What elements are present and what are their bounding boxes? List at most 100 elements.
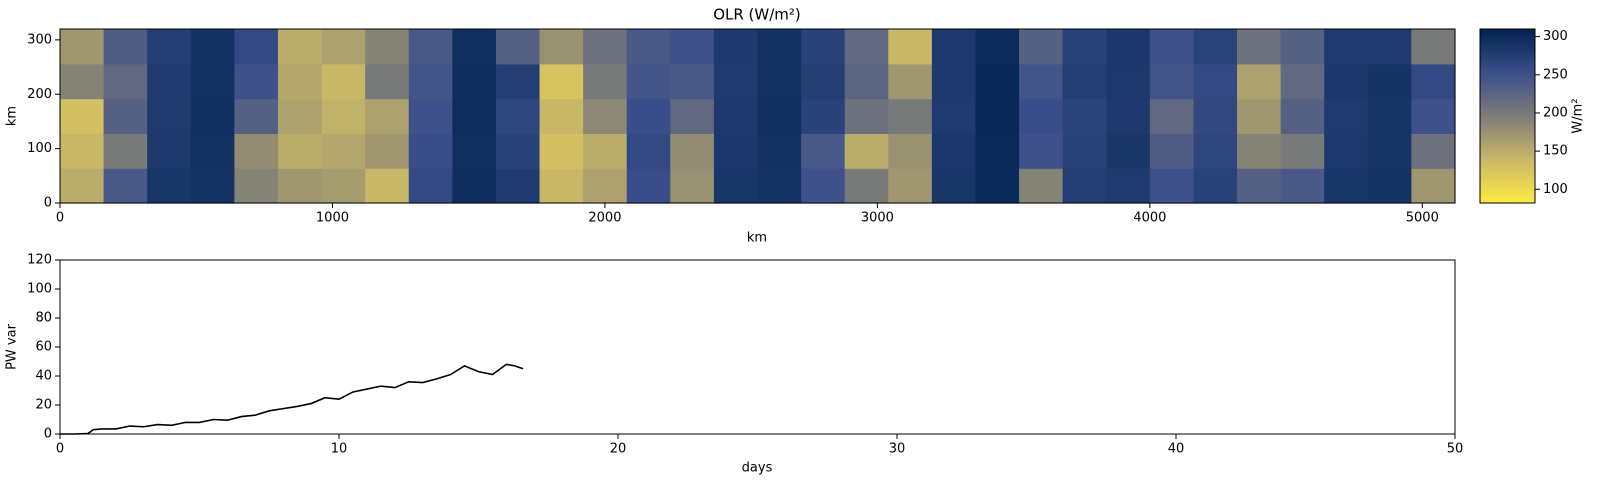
heatmap-cell	[1324, 168, 1369, 204]
heatmap-cell	[1237, 168, 1282, 204]
heatmap-cell	[1149, 63, 1195, 100]
x-tick-label: 2000	[588, 211, 621, 226]
heatmap-cell	[1062, 168, 1107, 204]
heatmap-cell	[888, 63, 933, 100]
heatmap-cell	[1280, 168, 1325, 204]
heatmap-cell	[408, 168, 453, 204]
heatmap-cell	[1149, 98, 1195, 134]
heatmap-cell	[539, 133, 584, 169]
heatmap-cell	[277, 133, 323, 169]
heatmap-cell	[1324, 29, 1369, 65]
heatmap-cell	[888, 29, 933, 65]
heatmap-cell	[975, 29, 1020, 65]
y-tick-label: 120	[27, 253, 52, 268]
heatmap-cell	[452, 63, 497, 100]
heatmap-cell	[1019, 168, 1064, 204]
heatmap-cell	[1193, 63, 1238, 100]
heatmap-cell	[1411, 98, 1456, 134]
heatmap-cell	[1324, 63, 1369, 100]
heatmap-cell	[234, 98, 279, 134]
heatmap-cell	[713, 168, 759, 204]
heatmap-cell	[1367, 63, 1413, 100]
y-tick-label: 60	[35, 340, 52, 355]
heatmap-cell	[147, 133, 192, 169]
heatmap-cell	[365, 133, 410, 169]
heatmap-cell	[583, 98, 628, 134]
heatmap-cell	[1280, 29, 1325, 65]
heatmap-cell	[495, 98, 541, 134]
heatmap-cell	[931, 133, 977, 169]
heatmap-cell	[365, 63, 410, 100]
heatmap-cell	[234, 133, 279, 169]
y-tick-label: 20	[35, 398, 52, 413]
heatmap-cell	[452, 29, 497, 65]
heatmap-cell	[844, 133, 889, 169]
heatmap-cell	[757, 98, 802, 134]
axes-frame	[59, 259, 1456, 435]
heatmap-cell	[626, 168, 671, 204]
heatmap-cell	[408, 98, 453, 134]
y-tick-label: 80	[35, 311, 52, 326]
heatmap-cell	[190, 63, 235, 100]
heatmap-cell	[801, 29, 846, 65]
heatmap-cell	[147, 98, 192, 134]
heatmap-cell	[1324, 98, 1369, 134]
heatmap-cell	[757, 168, 802, 204]
heatmap-cell	[1149, 168, 1195, 204]
x-tick-label: 50	[1447, 442, 1464, 457]
heatmap-cell	[103, 98, 148, 134]
heatmap-cell	[495, 133, 541, 169]
heatmap-cell	[844, 168, 889, 204]
heatmap-cell	[1237, 98, 1282, 134]
heatmap-cell	[1062, 29, 1107, 65]
heatmap-cell	[1019, 133, 1064, 169]
heatmap-cell	[1149, 133, 1195, 169]
heatmap-cell	[713, 63, 759, 100]
colorbar-tick-label: 200	[1543, 105, 1568, 120]
x-tick-label: 5000	[1406, 211, 1439, 226]
heatmap-cell	[975, 98, 1020, 134]
y-axis-label: PW var	[5, 323, 20, 369]
y-axis-label: km	[5, 106, 20, 126]
x-tick-label: 0	[56, 211, 64, 226]
colorbar	[1479, 28, 1536, 204]
heatmap-cell	[103, 133, 148, 169]
heatmap-cell	[583, 168, 628, 204]
heatmap-cell	[670, 63, 715, 100]
heatmap-cell	[277, 98, 323, 134]
colorbar-tick-label: 300	[1543, 29, 1568, 44]
heatmap-cell	[713, 133, 759, 169]
heatmap-cell	[1019, 29, 1064, 65]
heatmap-cell	[1062, 63, 1107, 100]
heatmap-cell	[1411, 63, 1456, 100]
heatmap-cell	[801, 168, 846, 204]
heatmap-cell	[495, 63, 541, 100]
heatmap-cell	[757, 133, 802, 169]
colorbar-tick-label: 100	[1543, 182, 1568, 197]
heatmap-cell	[931, 63, 977, 100]
heatmap-cell	[1062, 133, 1107, 169]
heatmap-cell	[234, 29, 279, 65]
heatmap-cell	[801, 98, 846, 134]
heatmap-cell	[1280, 133, 1325, 169]
heatmap-cell	[1237, 63, 1282, 100]
data-line	[60, 363, 524, 435]
heatmap-cell	[1367, 29, 1413, 65]
heatmap-cell	[321, 168, 366, 204]
heatmap-cell	[931, 168, 977, 204]
chart-title: OLR (W/m²)	[713, 6, 801, 24]
heatmap-cell	[713, 98, 759, 134]
x-tick-label: 1000	[316, 211, 349, 226]
heatmap-cell	[1193, 29, 1238, 65]
colorbar-tick-label: 150	[1543, 144, 1568, 159]
heatmap-cell	[1411, 133, 1456, 169]
heatmap-cell	[1280, 98, 1325, 134]
heatmap-cell	[408, 63, 453, 100]
heatmap-cell	[60, 63, 105, 100]
heatmap-cell	[1367, 98, 1413, 134]
heatmap-cell	[277, 63, 323, 100]
heatmap-cell	[844, 63, 889, 100]
heatmap	[60, 29, 1456, 204]
heatmap-cell	[801, 133, 846, 169]
